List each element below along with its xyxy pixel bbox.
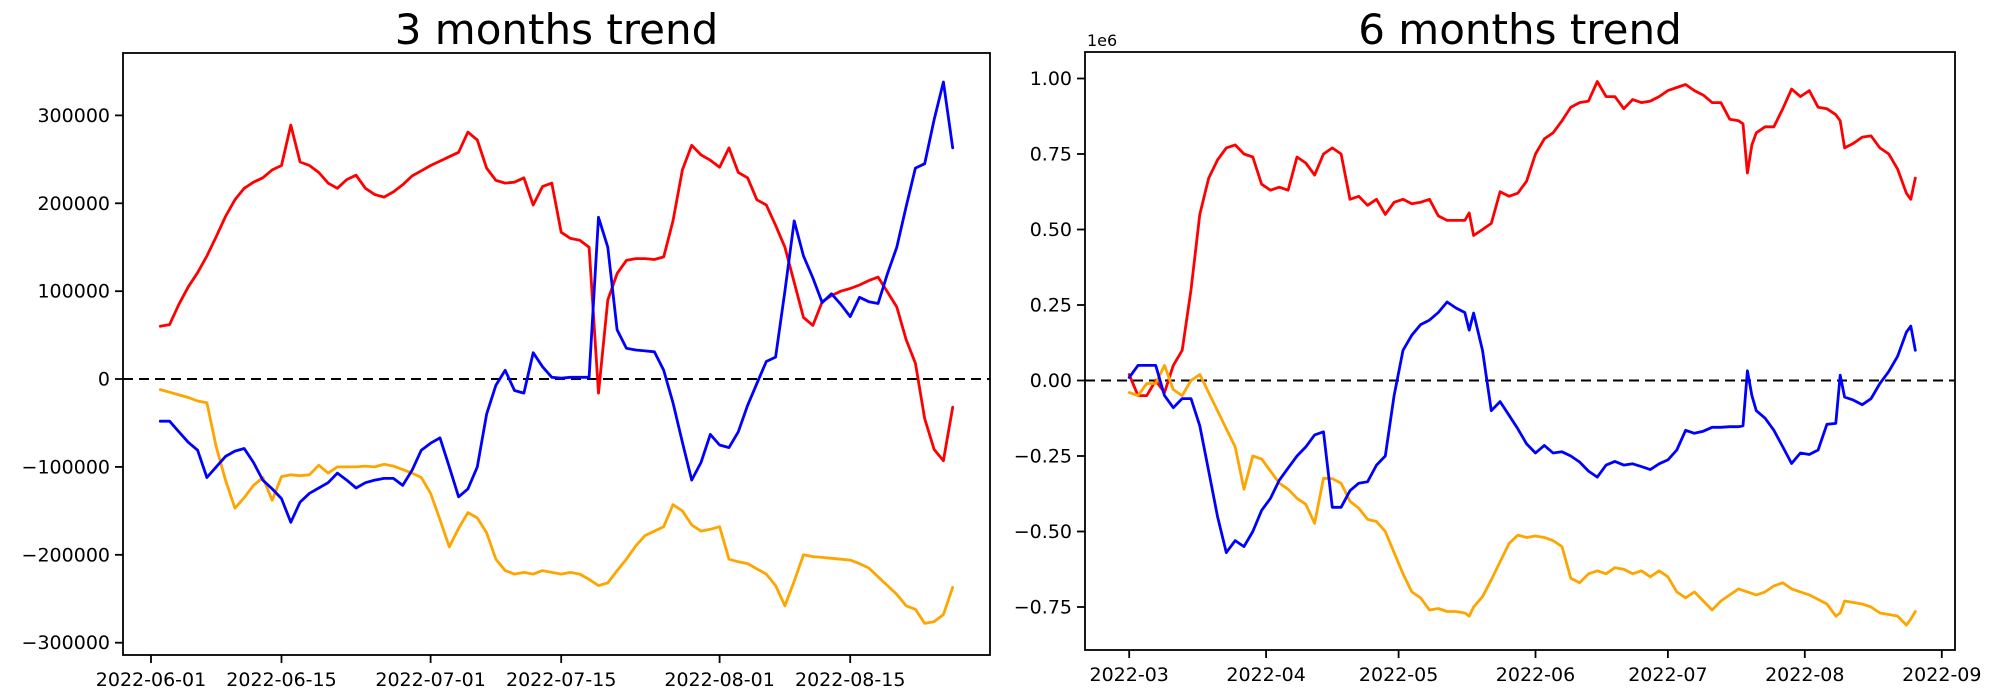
x-tick-label: 2022-06-01 [96, 669, 206, 691]
x-tick-label: 2022-05 [1359, 664, 1438, 686]
x-tick-label: 2022-06 [1496, 664, 1575, 686]
y-tick-label: −300000 [22, 632, 110, 654]
y-tick-label: 0.50 [1030, 219, 1072, 241]
x-tick-label: 2022-07 [1628, 664, 1707, 686]
y-axis: 300000 200000 100000 0 −100000 −200000 −300000 [22, 105, 123, 654]
axes-frame [1084, 51, 1956, 651]
y-tick-label: −200000 [22, 544, 110, 566]
trend-line-orange [158, 388, 955, 625]
trend-line-orange [1127, 363, 1917, 627]
y-tick-label: −100000 [22, 456, 110, 478]
y-tick-label: 1.00 [1030, 68, 1072, 90]
trend-line-red [1127, 80, 1917, 398]
chart-title: 3 months trend [395, 5, 719, 54]
y-tick-label: 0 [98, 369, 110, 391]
y-tick-label: −0.50 [1014, 521, 1072, 543]
y-tick-label: 0.00 [1030, 370, 1072, 392]
trend-line-blue [1127, 300, 1917, 554]
y-tick-label: 300000 [37, 105, 110, 127]
trend-line-red [158, 123, 955, 463]
x-tick-label: 2022-07-01 [375, 669, 485, 691]
x-axis: 2022-06-01 2022-06-15 2022-07-01 2022-07-15… [96, 655, 905, 691]
x-tick-label: 2022-06-15 [226, 669, 336, 691]
x-tick-label: 2022-08-01 [664, 669, 774, 691]
x-tick-label: 2022-08-15 [795, 669, 905, 691]
chart-title: 6 months trend [1358, 5, 1682, 54]
x-tick-label: 2022-03 [1090, 664, 1169, 686]
trend-line-blue [158, 80, 955, 524]
axes-frame [122, 52, 991, 656]
y-tick-label: 0.25 [1030, 295, 1072, 317]
x-tick-label: 2022-07-15 [506, 669, 616, 691]
x-axis: 2022-03 2022-04 2022-05 2022-06 2022-07 2022-… [1090, 650, 1981, 686]
y-tick-label: 0.75 [1030, 144, 1072, 166]
y-tick-label: 100000 [37, 281, 110, 303]
y-axis-offset-label: 1e6 [1087, 31, 1117, 50]
y-tick-label: 200000 [37, 193, 110, 215]
chart-6-months-trend: 1.00 0.75 0.50 0.25 0.00 −0.25 −0.50 −0.75 2022-… [1014, 5, 1982, 686]
chart-3-months-trend: 300000 200000 100000 0 −100000 −200000 −300000… [22, 5, 991, 691]
x-tick-label: 2022-04 [1226, 664, 1305, 686]
x-tick-label: 2022-09 [1902, 664, 1981, 686]
x-tick-label: 2022-08 [1765, 664, 1844, 686]
y-tick-label: −0.25 [1014, 446, 1072, 468]
y-tick-label: −0.75 [1014, 597, 1072, 619]
y-axis: 1.00 0.75 0.50 0.25 0.00 −0.25 −0.50 −0.75 [1014, 68, 1085, 619]
